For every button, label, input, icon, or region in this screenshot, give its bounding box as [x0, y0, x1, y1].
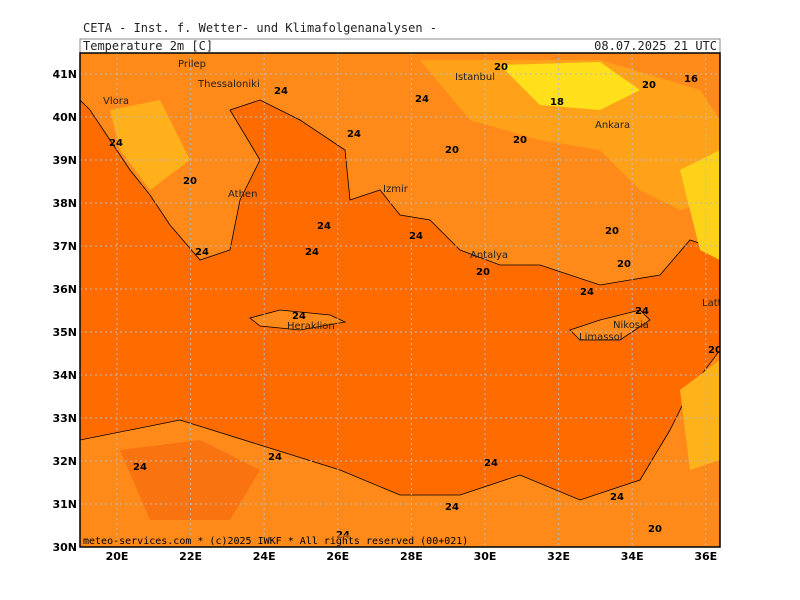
- contour-label: 24: [305, 247, 319, 258]
- city-label: Antalya: [470, 250, 508, 261]
- contour-label: 24: [274, 86, 288, 97]
- contour-label: 24: [268, 452, 282, 463]
- contour-label: 24: [409, 231, 423, 242]
- crete: [249, 309, 347, 331]
- contour-label: 20: [476, 267, 490, 278]
- city-label: Vlora: [103, 96, 129, 107]
- contour-label: 24: [292, 311, 306, 322]
- contour-label: 20: [648, 524, 662, 535]
- lon-label: 20E: [106, 550, 129, 563]
- lat-label: 39N: [52, 154, 77, 167]
- lon-label: 30E: [474, 550, 497, 563]
- city-label: Prilep: [178, 59, 206, 70]
- city-label: Limassol: [579, 332, 623, 343]
- lat-label: 36N: [52, 283, 77, 296]
- lat-label: 34N: [52, 369, 77, 382]
- lon-label: 34E: [621, 550, 644, 563]
- lon-label: 32E: [547, 550, 570, 563]
- contour-label: 16: [684, 74, 698, 85]
- lat-label: 32N: [52, 455, 77, 468]
- contour-label: 24: [347, 129, 361, 140]
- lat-label: 33N: [52, 412, 77, 425]
- map-title: Temperature 2m [C]: [83, 39, 213, 53]
- contour-label: 24: [415, 94, 429, 105]
- contour-label: 24: [484, 458, 498, 469]
- city-label: Thessaloniki: [197, 79, 260, 90]
- warm-land: [110, 100, 190, 190]
- contour-label: 20: [183, 176, 197, 187]
- city-label: Heraklion: [287, 321, 335, 332]
- frame: [79, 52, 721, 548]
- lon-label: 36E: [694, 550, 717, 563]
- lon-label: 28E: [400, 550, 423, 563]
- header: CETA - Inst. f. Wetter- und Klimafolgena…: [83, 21, 437, 35]
- valid-time: 08.07.2025 21 UTC: [594, 39, 717, 53]
- city-label: Istanbul: [455, 72, 495, 83]
- contour-label: 24: [445, 502, 459, 513]
- cool-land: [680, 150, 720, 260]
- contour-label: 24: [195, 247, 209, 258]
- contour-label: 24: [610, 492, 624, 503]
- lat-label: 35N: [52, 326, 77, 339]
- city-label: Ankara: [595, 120, 630, 131]
- contour-label: 20: [642, 80, 656, 91]
- map-area: Prilep Thessaloniki Vlora Athen Izmir Istanbu…: [80, 53, 742, 547]
- contour-label: 18: [550, 97, 564, 108]
- lat-label: 30N: [52, 541, 77, 554]
- contour-label: 20: [617, 259, 631, 270]
- contour-label: 24: [580, 287, 594, 298]
- city-label: Athen: [228, 189, 257, 200]
- hot-land: [120, 440, 260, 520]
- contour-label: 20: [513, 135, 527, 146]
- contour-label: 20: [445, 145, 459, 156]
- contour-label: 20: [605, 226, 619, 237]
- contour-label: 24: [635, 306, 649, 317]
- contour-label: 24: [133, 462, 147, 473]
- contour-label: 20: [708, 345, 722, 356]
- lat-label: 41N: [52, 68, 77, 81]
- lat-label: 40N: [52, 111, 77, 124]
- city-label: Lattakia: [702, 298, 742, 309]
- lon-label: 26E: [326, 550, 349, 563]
- warm-land: [680, 360, 720, 470]
- city-label: Izmir: [383, 184, 409, 195]
- footer-bg: [80, 535, 450, 547]
- warm-land: [420, 60, 720, 210]
- contour-label: 24: [317, 221, 331, 232]
- contour-label: 24: [109, 138, 123, 149]
- lon-label: 22E: [179, 550, 202, 563]
- lat-label: 38N: [52, 197, 77, 210]
- contour-label: 20: [494, 62, 508, 73]
- lon-label: 24E: [253, 550, 276, 563]
- lat-label: 37N: [52, 240, 77, 253]
- footer: meteo-services.com * (c)2025 IWKF * All …: [83, 536, 468, 547]
- city-label: Nikosia: [613, 320, 649, 331]
- lat-label: 31N: [52, 498, 77, 511]
